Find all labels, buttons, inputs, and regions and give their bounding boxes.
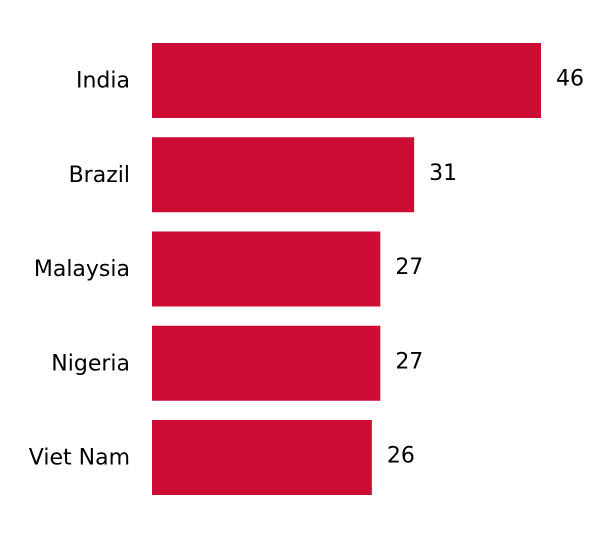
bar bbox=[152, 420, 372, 495]
category-label: India bbox=[76, 69, 130, 94]
bar bbox=[152, 231, 381, 307]
category-label: Brazil bbox=[69, 163, 130, 188]
value-label: 26 bbox=[387, 444, 415, 469]
value-label: 27 bbox=[395, 349, 423, 374]
category-label: Malaysia bbox=[34, 257, 130, 282]
value-label: 31 bbox=[429, 161, 457, 186]
value-label: 27 bbox=[395, 255, 423, 280]
bar bbox=[152, 137, 415, 213]
category-label: Nigeria bbox=[51, 351, 130, 376]
bar bbox=[152, 325, 381, 401]
value-label: 46 bbox=[556, 67, 584, 92]
bar bbox=[152, 43, 541, 118]
category-label: Viet Nam bbox=[29, 446, 130, 471]
